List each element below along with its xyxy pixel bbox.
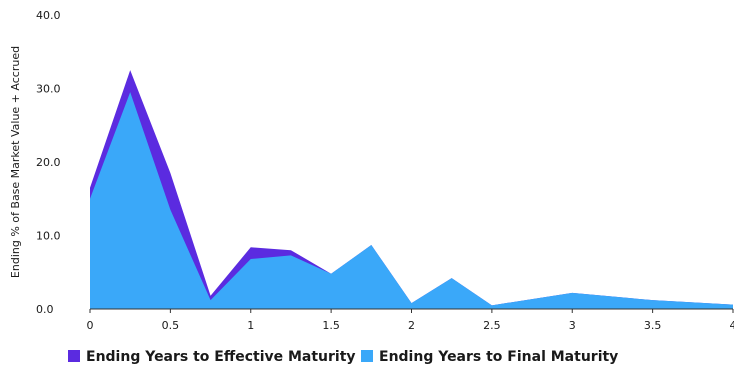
y-axis-ticks: 0.0 10.0 20.0 30.0 40.0 [36,9,61,316]
y-tick-label: 40.0 [36,9,61,22]
legend-swatch-final-maturity [361,350,373,362]
legend: Ending Years to Effective Maturity Ending… [68,349,618,365]
y-tick-label: 10.0 [36,230,61,243]
x-tick-label: 0 [87,319,94,332]
series-area-effective-maturity [90,70,733,309]
y-tick-label: 30.0 [36,83,61,96]
x-tick-label: 0.5 [162,319,180,332]
y-axis-title-group: Ending % of Base Market Value + Accrued [9,46,22,278]
x-tick-label: 1.5 [322,319,340,332]
x-tick-label: 4 [730,319,734,332]
x-axis-ticks: 0 0.5 1 1.5 2 2.5 3 3.5 4 [87,309,734,332]
y-tick-label: 0.0 [36,303,54,316]
series-area-final-maturity [90,92,733,309]
legend-label-final-maturity: Ending Years to Final Maturity [379,349,618,365]
series-areas [90,70,733,309]
x-tick-label: 2.5 [483,319,501,332]
y-tick-label: 20.0 [36,156,61,169]
legend-swatch-effective-maturity [68,350,80,362]
x-tick-label: 3 [569,319,576,332]
legend-label-effective-maturity: Ending Years to Effective Maturity [86,349,356,365]
y-axis-title: Ending % of Base Market Value + Accrued [9,46,22,278]
x-tick-label: 3.5 [644,319,662,332]
x-tick-label: 1 [247,319,254,332]
x-tick-label: 2 [408,319,415,332]
